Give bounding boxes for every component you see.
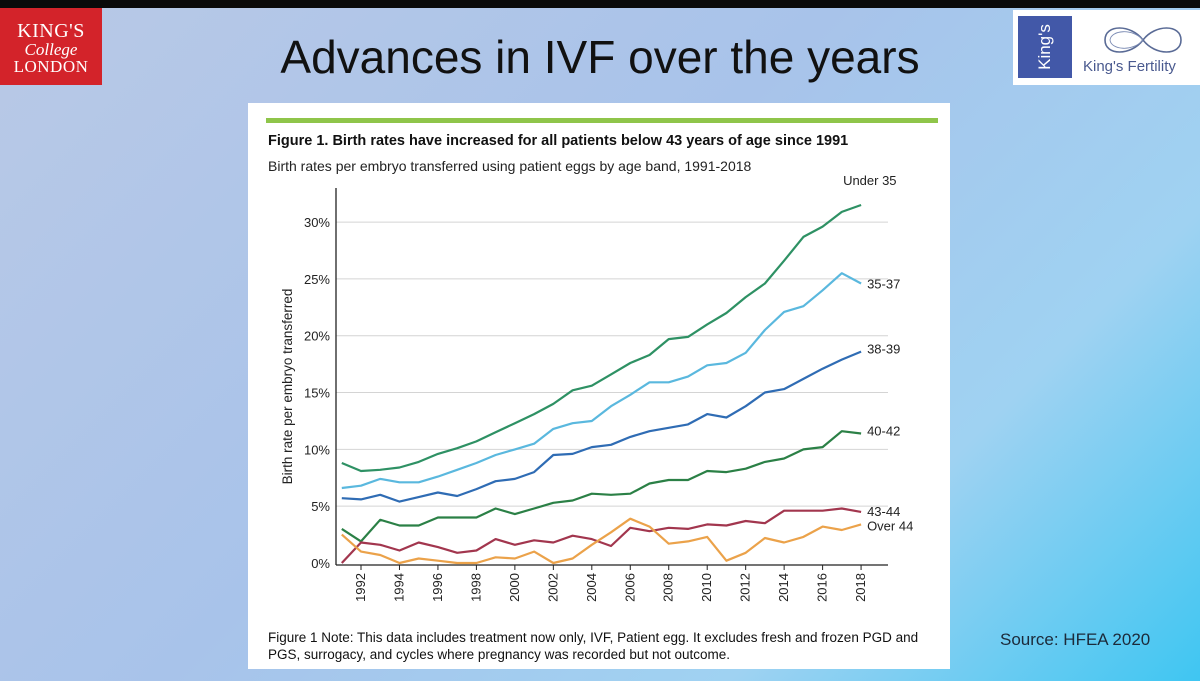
figure-note: Figure 1 Note: This data includes treatm… [268, 630, 919, 662]
y-tick-label: 15% [304, 386, 330, 401]
series-label: 43-44 [867, 504, 900, 519]
kings-fertility-logo: King's King's Fertility [1013, 10, 1200, 85]
kings-logo-box: King's [1018, 16, 1072, 78]
series-line [340, 507, 862, 564]
source-citation: Source: HFEA 2020 [1000, 630, 1151, 649]
x-tick-label: 2000 [507, 573, 522, 602]
y-tick-label: 0% [311, 556, 330, 571]
series-line [341, 430, 862, 543]
x-tick-label: 2014 [776, 573, 791, 602]
series-line [341, 350, 862, 503]
y-tick-label: 30% [304, 215, 330, 230]
x-tick-label: 2004 [584, 573, 599, 602]
series-label: 35-37 [867, 276, 900, 291]
x-tick-label: 2008 [661, 573, 676, 602]
x-tick-label: 2010 [699, 573, 714, 602]
kings-fertility-text: King's Fertility [1083, 58, 1176, 75]
kcl-logo-line3: LONDON [13, 57, 89, 76]
x-tick-label: 1996 [430, 573, 445, 602]
series-line [341, 517, 862, 565]
line-chart: 0% 5% 10% 15% 20% 25% 30% 1992 1994 1996 1998 2000 2… [280, 173, 913, 602]
figure-panel: Figure 1. Birth rates have increased for… [248, 103, 950, 669]
infinity-icon [1104, 27, 1182, 53]
series-label: Under 35 [843, 173, 896, 188]
series-label: Over 44 [867, 518, 913, 533]
x-tick-label: 2002 [545, 573, 560, 602]
kings-logo-box-text: King's [1035, 24, 1054, 70]
x-tick-label: 1994 [391, 573, 406, 602]
x-tick-label: 1992 [353, 573, 368, 602]
series-line [341, 272, 862, 490]
slide-title: Advances in IVF over the years [280, 31, 920, 83]
series-line [341, 203, 862, 473]
x-tick-label: 2012 [738, 573, 753, 602]
top-bar [0, 0, 1200, 8]
y-tick-label: 25% [304, 272, 330, 287]
x-tick-label: 2006 [622, 573, 637, 602]
kings-college-london-logo: KING'S College LONDON [0, 8, 102, 85]
series-label: 38-39 [867, 342, 900, 357]
x-tick-label: 2016 [815, 573, 830, 602]
y-axis-label: Birth rate per embryo transferred [280, 289, 295, 485]
y-tick-label: 20% [304, 329, 330, 344]
y-tick-label: 10% [304, 442, 330, 457]
kcl-logo-line2: College [24, 40, 78, 59]
x-tick-label: 2018 [853, 573, 868, 602]
series-label: 40-42 [867, 423, 900, 438]
y-tick-label: 5% [311, 499, 330, 514]
kcl-logo-line1: KING'S [17, 20, 85, 42]
figure-subtitle: Birth rates per embryo transferred using… [268, 158, 752, 174]
figure-accent-rule [266, 118, 938, 123]
figure-title: Figure 1. Birth rates have increased for… [268, 133, 849, 149]
x-tick-label: 1998 [468, 573, 483, 602]
